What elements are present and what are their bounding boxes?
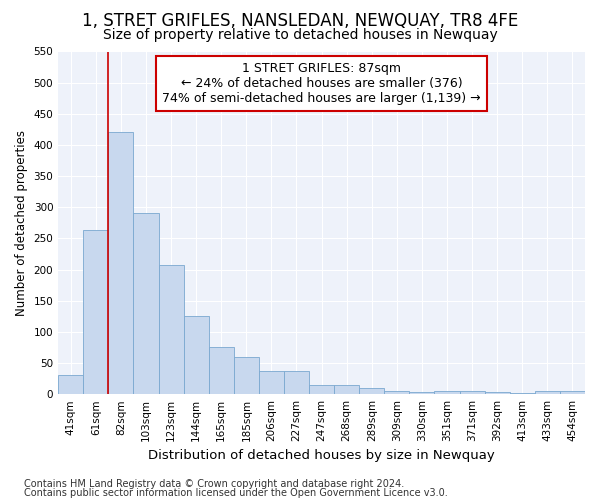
Bar xyxy=(209,347,234,394)
Bar xyxy=(158,265,184,394)
Bar xyxy=(334,385,359,394)
Text: 1 STRET GRIFLES: 87sqm
← 24% of detached houses are smaller (376)
74% of semi-de: 1 STRET GRIFLES: 87sqm ← 24% of detached… xyxy=(162,62,481,105)
Bar xyxy=(284,370,309,394)
Bar xyxy=(434,391,460,394)
Bar xyxy=(109,132,133,394)
Bar xyxy=(359,388,385,394)
Bar xyxy=(58,376,83,394)
Bar xyxy=(234,357,259,394)
Text: Size of property relative to detached houses in Newquay: Size of property relative to detached ho… xyxy=(103,28,497,42)
Bar xyxy=(535,391,560,394)
Bar xyxy=(510,393,535,394)
Bar xyxy=(409,392,434,394)
Bar xyxy=(560,391,585,394)
Bar xyxy=(133,214,158,394)
Text: Contains public sector information licensed under the Open Government Licence v3: Contains public sector information licen… xyxy=(24,488,448,498)
Y-axis label: Number of detached properties: Number of detached properties xyxy=(15,130,28,316)
Bar xyxy=(309,385,334,394)
Bar xyxy=(184,316,209,394)
X-axis label: Distribution of detached houses by size in Newquay: Distribution of detached houses by size … xyxy=(148,450,495,462)
Bar xyxy=(385,391,409,394)
Bar xyxy=(460,391,485,394)
Bar xyxy=(259,370,284,394)
Bar xyxy=(485,392,510,394)
Text: 1, STRET GRIFLES, NANSLEDAN, NEWQUAY, TR8 4FE: 1, STRET GRIFLES, NANSLEDAN, NEWQUAY, TR… xyxy=(82,12,518,30)
Text: Contains HM Land Registry data © Crown copyright and database right 2024.: Contains HM Land Registry data © Crown c… xyxy=(24,479,404,489)
Bar xyxy=(83,230,109,394)
